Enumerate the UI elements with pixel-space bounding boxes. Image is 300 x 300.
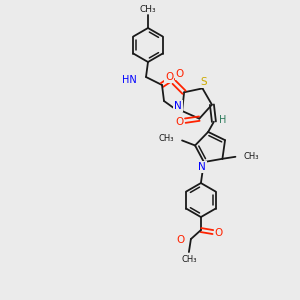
Text: N: N (198, 162, 206, 172)
Text: HN: HN (122, 75, 137, 85)
Text: S: S (200, 77, 207, 87)
Text: O: O (177, 235, 185, 245)
Text: O: O (215, 228, 223, 238)
Text: N: N (174, 101, 182, 111)
Text: O: O (165, 72, 173, 82)
Text: CH₃: CH₃ (140, 4, 156, 14)
Text: O: O (175, 117, 184, 127)
Text: O: O (176, 69, 184, 79)
Text: H: H (219, 115, 226, 125)
Text: CH₃: CH₃ (243, 152, 259, 161)
Text: CH₃: CH₃ (181, 255, 196, 264)
Text: CH₃: CH₃ (159, 134, 174, 143)
